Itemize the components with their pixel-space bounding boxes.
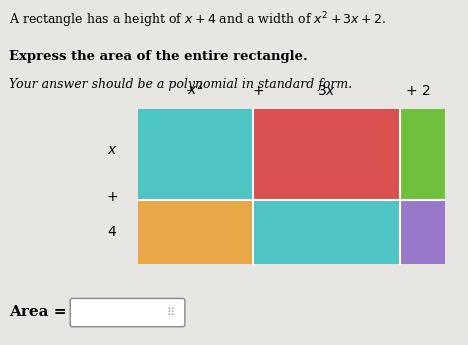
Text: $x$: $x$ xyxy=(107,143,117,157)
Text: Express the area of the entire rectangle.: Express the area of the entire rectangle… xyxy=(9,50,308,63)
Bar xyxy=(138,109,253,200)
Text: $3x$: $3x$ xyxy=(317,84,336,98)
Text: ⠿: ⠿ xyxy=(167,308,175,317)
Bar xyxy=(400,109,445,200)
Text: $+$: $+$ xyxy=(252,84,264,98)
Text: Your answer should be a polynomial in standard form.: Your answer should be a polynomial in st… xyxy=(9,78,352,91)
Text: $x^2$: $x^2$ xyxy=(187,80,204,98)
Bar xyxy=(138,200,253,264)
Bar xyxy=(400,200,445,264)
Bar xyxy=(253,109,400,200)
Bar xyxy=(253,200,400,264)
Text: $+$: $+$ xyxy=(106,190,118,204)
FancyBboxPatch shape xyxy=(70,298,185,327)
Text: $+\ 2$: $+\ 2$ xyxy=(405,84,431,98)
Text: $4$: $4$ xyxy=(107,225,117,239)
Text: Area =: Area = xyxy=(9,305,67,319)
Text: A rectangle has a height of $x + 4$ and a width of $x^2 + 3x + 2$.: A rectangle has a height of $x + 4$ and … xyxy=(9,10,387,30)
